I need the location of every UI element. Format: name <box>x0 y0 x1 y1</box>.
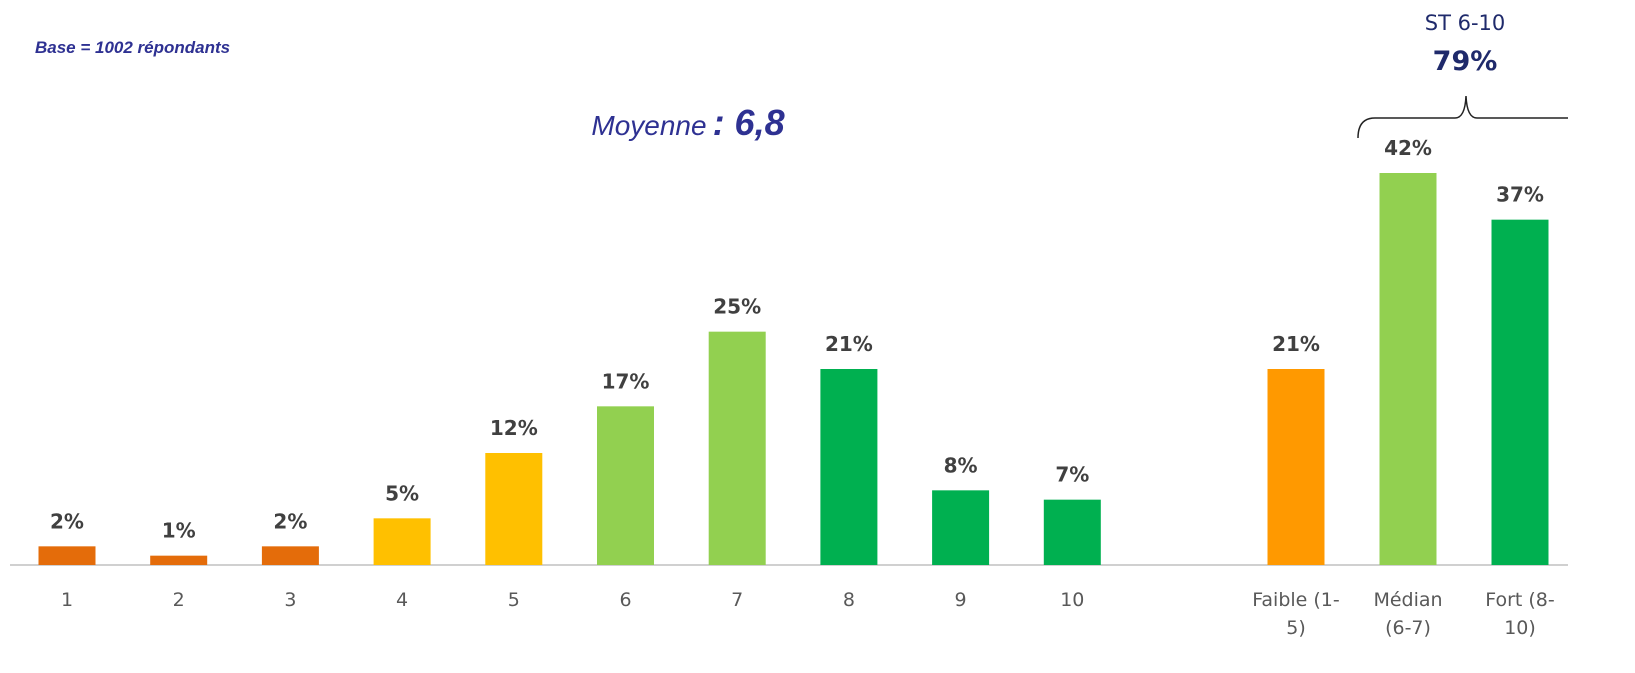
bar <box>1267 369 1325 565</box>
x-tick-label: 1 <box>60 589 74 611</box>
bar <box>932 490 990 565</box>
x-tick-label: 7 <box>731 589 744 611</box>
bar <box>261 546 319 565</box>
x-tick-label: Faible (1-5) <box>1252 589 1340 639</box>
value-label: 21% <box>1272 332 1320 356</box>
bracket <box>1357 95 1568 139</box>
value-label: 1% <box>162 519 196 543</box>
bar <box>38 546 96 565</box>
mean-label: Moyenne <box>591 110 706 141</box>
bar <box>150 555 208 565</box>
bar <box>485 453 543 565</box>
bar <box>373 518 431 565</box>
x-tick-label: 8 <box>842 589 855 611</box>
value-label: 12% <box>490 416 538 440</box>
value-label: 42% <box>1384 136 1432 160</box>
x-tick-label: 2 <box>172 589 185 611</box>
x-tick-label: 4 <box>396 589 409 611</box>
value-label: 17% <box>602 369 650 393</box>
x-tick-label: 3 <box>284 589 297 611</box>
bar <box>1043 499 1101 565</box>
value-label: 2% <box>50 509 84 533</box>
bar <box>597 406 654 565</box>
x-tick-label: 6 <box>619 589 632 611</box>
x-tick-label: 5 <box>507 589 520 611</box>
value-label: 2% <box>273 509 307 533</box>
value-label: 21% <box>825 332 873 356</box>
x-tick-label: Fort (8-10) <box>1485 589 1555 639</box>
bar <box>1491 219 1549 565</box>
subtotal-label: ST 6-10 <box>1425 11 1506 35</box>
value-label: 25% <box>713 295 761 319</box>
value-label: 5% <box>385 481 419 505</box>
value-label: 7% <box>1055 463 1089 487</box>
bar <box>1379 173 1437 565</box>
mean-value: : 6,8 <box>713 102 785 143</box>
value-label: 8% <box>944 453 978 477</box>
mean: Moyenne: 6,8 <box>591 102 784 143</box>
subtotal-value: 79% <box>1433 46 1498 77</box>
x-tick-label: 10 <box>1060 589 1085 611</box>
x-tick-label: 9 <box>954 589 967 611</box>
value-label: 37% <box>1496 183 1544 207</box>
bar <box>708 331 766 565</box>
bar <box>820 369 878 565</box>
base-note: Base = 1002 répondants <box>35 38 230 57</box>
x-tick-label: Médian (6-7) <box>1373 589 1443 639</box>
